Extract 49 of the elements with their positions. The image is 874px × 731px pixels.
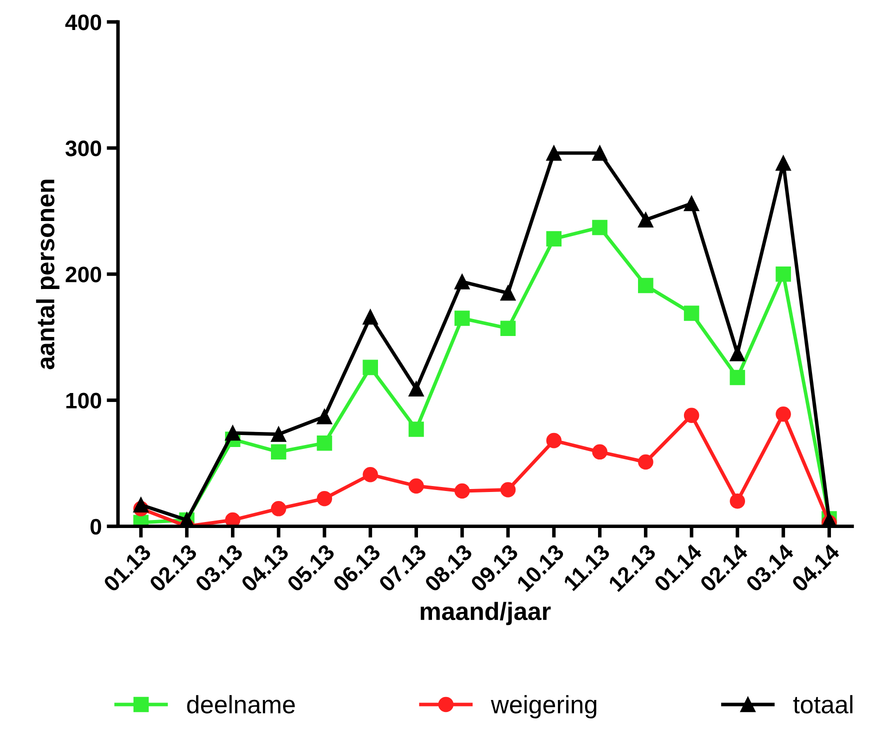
point: [316, 408, 332, 424]
point: [546, 231, 562, 246]
point: [592, 145, 608, 161]
point: [362, 466, 378, 482]
point: [270, 444, 286, 460]
point: [730, 346, 746, 362]
point: [546, 432, 562, 448]
point: [638, 454, 654, 470]
point: [454, 274, 470, 290]
point: [776, 156, 791, 171]
point: [776, 266, 791, 282]
y-tick-label: 200: [66, 266, 102, 282]
point: [408, 478, 424, 494]
point: [270, 501, 286, 516]
point: [408, 422, 424, 437]
y-tick-label: 0: [90, 518, 102, 535]
point: [316, 435, 332, 451]
point: [500, 285, 516, 301]
y-tick-label: 100: [66, 392, 102, 408]
point: [546, 145, 562, 161]
legend-label: weigering: [490, 695, 596, 718]
point: [454, 483, 470, 499]
point: [500, 482, 516, 498]
point: [592, 220, 608, 236]
point: [684, 408, 700, 423]
point: [684, 306, 700, 321]
legend-label: deelname: [187, 695, 295, 714]
point: [316, 490, 332, 506]
y-tick-label: 300: [65, 140, 102, 156]
x-axis-title: maand/jaar: [420, 602, 551, 626]
point: [776, 406, 791, 422]
y-tick-label: 400: [65, 14, 102, 30]
point: [362, 309, 378, 325]
point: [592, 444, 608, 460]
point: [730, 493, 746, 509]
point: [454, 310, 470, 326]
point: [730, 370, 746, 386]
point: [270, 426, 286, 442]
point: [225, 425, 240, 441]
y-axis-title: aantal personen: [36, 180, 60, 370]
point: [133, 497, 149, 513]
point: [225, 512, 240, 526]
point: [638, 278, 654, 294]
point: [684, 196, 700, 212]
point: [500, 320, 516, 336]
point: [362, 360, 378, 376]
point: [638, 212, 654, 228]
legend-label: totaal: [793, 695, 852, 714]
point: [408, 381, 424, 397]
